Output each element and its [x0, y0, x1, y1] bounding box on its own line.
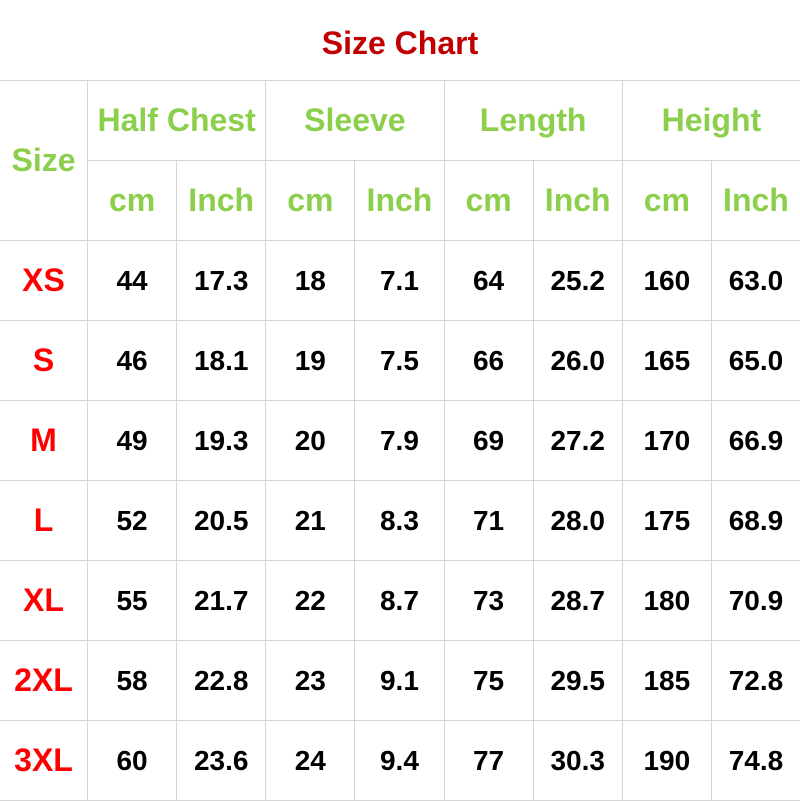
measurement-cell: 7.9 [354, 400, 445, 481]
unit-header: cm [86, 160, 178, 241]
table-row: M 49 19.3 20 7.9 69 27.2 170 66.9 [0, 400, 800, 481]
header-half-chest: Half Chest [86, 80, 267, 161]
table-row: XS 44 17.3 18 7.1 64 25.2 160 63.0 [0, 240, 800, 321]
measurement-cell: 77 [443, 720, 534, 801]
measurement-cell: 63.0 [710, 240, 800, 321]
measurement-cell: 18.1 [176, 320, 267, 401]
measurement-cell: 46 [86, 320, 178, 401]
header-row-units: cm Inch cm Inch cm Inch cm Inch [0, 160, 800, 241]
measurement-cell: 69 [443, 400, 534, 481]
measurement-cell: 8.3 [354, 480, 445, 561]
measurement-cell: 27.2 [532, 400, 623, 481]
measurement-cell: 73 [443, 560, 534, 641]
measurement-cell: 75 [443, 640, 534, 721]
unit-header: cm [621, 160, 712, 241]
measurement-cell: 7.1 [354, 240, 445, 321]
measurement-cell: 9.4 [354, 720, 445, 801]
unit-header: Inch [532, 160, 623, 241]
measurement-cell: 175 [621, 480, 712, 561]
measurement-cell: 74.8 [710, 720, 800, 801]
unit-header: cm [265, 160, 356, 241]
measurement-cell: 28.0 [532, 480, 623, 561]
size-label: M [0, 400, 88, 481]
measurement-cell: 185 [621, 640, 712, 721]
measurement-cell: 18 [265, 240, 356, 321]
measurement-cell: 29.5 [532, 640, 623, 721]
chart-title: Size Chart [321, 25, 479, 61]
measurement-cell: 60 [86, 720, 178, 801]
header-row-groups: Size Half Chest Sleeve Length Height [0, 80, 800, 241]
measurement-cell: 25.2 [532, 240, 623, 321]
size-header: Size [0, 80, 88, 241]
measurement-cell: 17.3 [176, 240, 267, 321]
measurement-cell: 160 [621, 240, 712, 321]
measurement-cell: 23 [265, 640, 356, 721]
measurement-cell: 71 [443, 480, 534, 561]
measurement-cell: 65.0 [710, 320, 800, 401]
measurement-cell: 19.3 [176, 400, 267, 481]
measurement-cell: 52 [86, 480, 178, 561]
header-sleeve: Sleeve [265, 80, 445, 161]
measurement-cell: 19 [265, 320, 356, 401]
measurement-cell: 49 [86, 400, 178, 481]
measurement-cell: 66.9 [710, 400, 800, 481]
measurement-cell: 44 [86, 240, 178, 321]
measurement-cell: 180 [621, 560, 712, 641]
table-row: L 52 20.5 21 8.3 71 28.0 175 68.9 [0, 480, 800, 561]
header-height: Height [621, 80, 800, 161]
measurement-cell: 7.5 [354, 320, 445, 401]
measurement-cell: 64 [443, 240, 534, 321]
unit-header: cm [443, 160, 534, 241]
measurement-cell: 30.3 [532, 720, 623, 801]
measurement-cell: 22 [265, 560, 356, 641]
table-row: XL 55 21.7 22 8.7 73 28.7 180 70.9 [0, 560, 800, 641]
unit-header: Inch [176, 160, 267, 241]
measurement-cell: 68.9 [710, 480, 800, 561]
measurement-cell: 20.5 [176, 480, 267, 561]
measurement-cell: 190 [621, 720, 712, 801]
measurement-cell: 22.8 [176, 640, 267, 721]
measurement-cell: 28.7 [532, 560, 623, 641]
table-row: 2XL 58 22.8 23 9.1 75 29.5 185 72.8 [0, 640, 800, 721]
measurement-cell: 70.9 [710, 560, 800, 641]
size-label: 3XL [0, 720, 88, 801]
table-row: S 46 18.1 19 7.5 66 26.0 165 65.0 [0, 320, 800, 401]
unit-header: Inch [710, 160, 800, 241]
measurement-cell: 66 [443, 320, 534, 401]
size-table: Size Half Chest Sleeve Length Height cm … [0, 80, 800, 801]
table-row: 3XL 60 23.6 24 9.4 77 30.3 190 74.8 [0, 720, 800, 801]
unit-header: Inch [354, 160, 445, 241]
header-length: Length [443, 80, 623, 161]
measurement-cell: 23.6 [176, 720, 267, 801]
size-label: XS [0, 240, 88, 321]
measurement-cell: 21 [265, 480, 356, 561]
measurement-cell: 20 [265, 400, 356, 481]
size-label: 2XL [0, 640, 88, 721]
size-label: S [0, 320, 88, 401]
measurement-cell: 165 [621, 320, 712, 401]
measurement-cell: 24 [265, 720, 356, 801]
measurement-cell: 72.8 [710, 640, 800, 721]
size-label: XL [0, 560, 88, 641]
measurement-cell: 8.7 [354, 560, 445, 641]
measurement-cell: 9.1 [354, 640, 445, 721]
size-label: L [0, 480, 88, 561]
measurement-cell: 170 [621, 400, 712, 481]
measurement-cell: 26.0 [532, 320, 623, 401]
measurement-cell: 21.7 [176, 560, 267, 641]
measurement-cell: 55 [86, 560, 178, 641]
measurement-cell: 58 [86, 640, 178, 721]
